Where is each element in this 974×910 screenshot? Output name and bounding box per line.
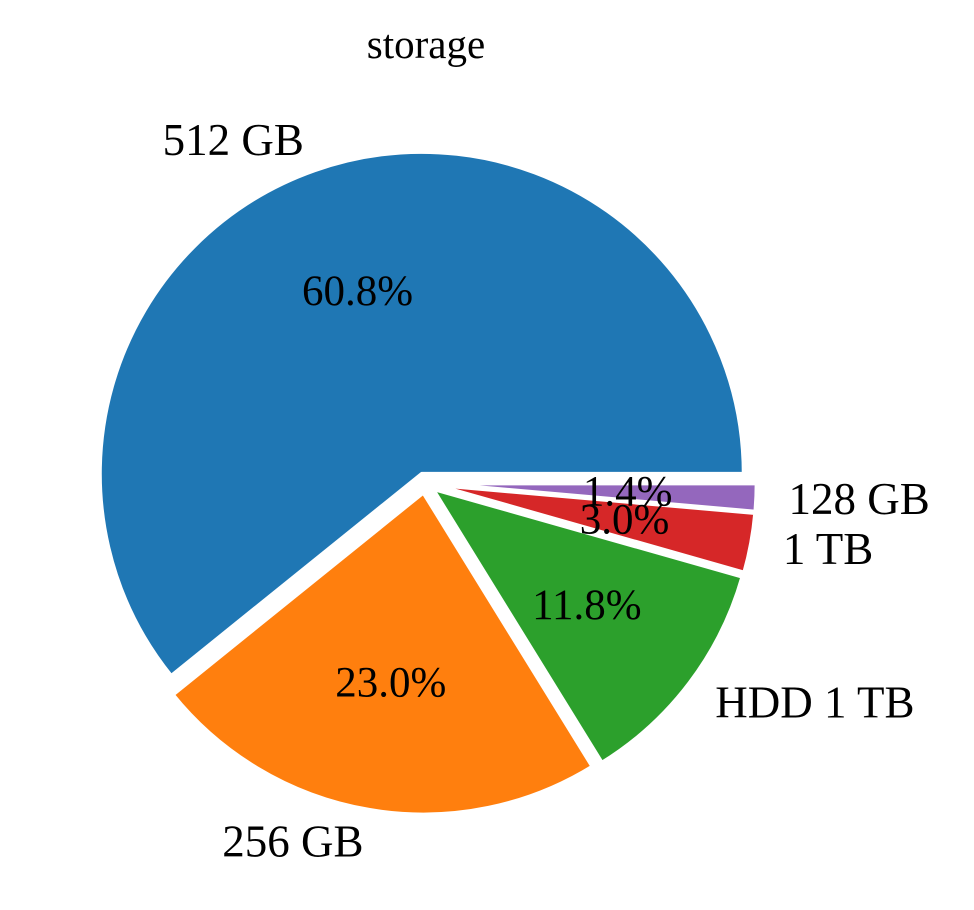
slice-percent-128-gb: 1.4% (583, 468, 673, 515)
pie-slice-hdd-1-tb (430, 486, 745, 765)
pie-slices (97, 149, 759, 817)
pie-labels: 512 GB 60.8% 256 GB 23.0% HDD 1 TB 11.8% 1 TB 3… (163, 115, 930, 867)
pie-slice-512-gb (97, 149, 746, 679)
slice-percent-512-gb: 60.8% (302, 268, 413, 315)
slice-percent-256-gb: 23.0% (335, 659, 446, 706)
slice-label-1-tb: 1 TB (783, 524, 873, 574)
pie-slice-128-gb (432, 481, 759, 514)
pie-slice-256-gb (170, 490, 595, 817)
slice-label-128-gb: 128 GB (789, 474, 930, 524)
chart-title: storage (367, 21, 485, 67)
slice-label-hdd-1-tb: HDD 1 TB (715, 677, 914, 727)
slice-percent-1-tb: 3.0% (580, 496, 670, 543)
slice-percent-hdd-1-tb: 11.8% (532, 582, 641, 629)
slice-label-512-gb: 512 GB (163, 115, 304, 165)
slice-label-256-gb: 256 GB (222, 817, 363, 867)
